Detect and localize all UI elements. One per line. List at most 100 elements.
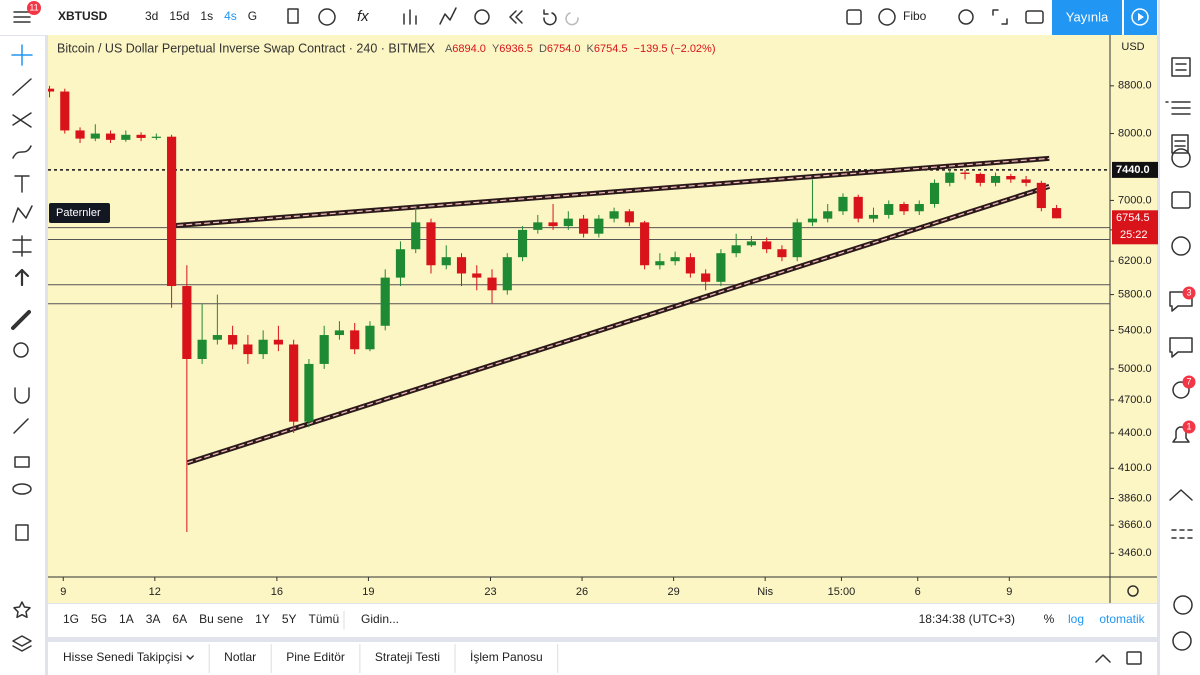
x-tick-label: 12: [149, 586, 161, 598]
candle-body: [1052, 208, 1062, 219]
alerts-icon[interactable]: [1172, 426, 1190, 443]
template-icon[interactable]: [403, 9, 417, 25]
prediction-tool[interactable]: [12, 235, 32, 257]
zoom-tool[interactable]: [13, 342, 29, 358]
broker-icon[interactable]: [1173, 595, 1193, 615]
log-toggle[interactable]: log: [1068, 612, 1084, 626]
range-button[interactable]: 5Y: [282, 612, 297, 626]
dropdown-icon[interactable]: [186, 655, 194, 660]
menu-icon[interactable]: [13, 11, 31, 23]
range-button[interactable]: 6A: [172, 612, 187, 626]
ohlc-key: A: [445, 43, 453, 55]
x-tick-label: 9: [1006, 586, 1012, 598]
candle-body: [563, 218, 573, 227]
cloud-icon[interactable]: [878, 8, 896, 26]
layout-icon[interactable]: [846, 9, 862, 25]
candle-body: [472, 273, 482, 278]
ohlc-value: 6936.5: [499, 43, 533, 55]
collapse-icon[interactable]: [1095, 654, 1111, 663]
settings-icon[interactable]: [958, 9, 974, 25]
range-button[interactable]: 1Y: [255, 612, 270, 626]
ideas-icon[interactable]: [1172, 381, 1190, 399]
fullscreen-icon[interactable]: [992, 9, 1008, 25]
candle-body: [762, 241, 772, 250]
compare-icon[interactable]: [318, 8, 336, 26]
panel-tab[interactable]: Strateji Testi: [375, 650, 440, 664]
interval[interactable]: 4s: [224, 9, 237, 23]
magnet-tool[interactable]: [14, 387, 30, 404]
range-button[interactable]: 1A: [119, 612, 134, 626]
clock[interactable]: 18:34:38 (UTC+3): [919, 612, 1015, 626]
visibility-tool[interactable]: [12, 483, 32, 495]
lock-tool[interactable]: [14, 456, 30, 468]
candle-body: [502, 257, 512, 291]
x-tick-label: 26: [576, 586, 588, 598]
brush-tool[interactable]: [12, 145, 32, 159]
fibo-label[interactable]: Fibo: [903, 9, 927, 23]
panel-tab[interactable]: Hisse Senedi Takipçisi: [63, 650, 182, 664]
calendar-icon[interactable]: [1171, 191, 1191, 209]
maximize-icon[interactable]: [1126, 651, 1142, 665]
currency-label[interactable]: USD: [1121, 41, 1144, 53]
interval[interactable]: 15d: [169, 9, 189, 23]
time-axis: [48, 577, 1157, 603]
clock-icon[interactable]: [1171, 148, 1191, 168]
alert-icon[interactable]: [439, 7, 457, 25]
redo-icon[interactable]: [565, 12, 579, 26]
publish-label[interactable]: Yayınla: [1066, 9, 1109, 24]
alert-price-box: [1112, 161, 1158, 178]
candle-body: [701, 273, 711, 282]
panel-tab[interactable]: Notlar: [224, 650, 256, 664]
undo-icon[interactable]: [543, 9, 557, 26]
replay-icon[interactable]: [474, 9, 490, 25]
panel-tab[interactable]: İşlem Panosu: [470, 650, 543, 664]
snapshot-icon[interactable]: [1025, 10, 1044, 24]
panel-tab[interactable]: Pine Editör: [286, 650, 345, 664]
lock-draw-tool[interactable]: [13, 418, 29, 434]
candle-body: [533, 222, 543, 230]
candle-body: [990, 175, 1001, 183]
auto-toggle[interactable]: otomatik: [1099, 612, 1145, 626]
play-icon: [1138, 13, 1144, 21]
candle-body: [151, 136, 161, 138]
list-icon[interactable]: [1165, 101, 1191, 115]
range-button[interactable]: 1G: [63, 612, 79, 626]
range-button[interactable]: Tümü: [309, 612, 340, 626]
layers-tool[interactable]: [12, 635, 32, 652]
interval[interactable]: 1s: [200, 9, 213, 23]
price-axis: [1110, 35, 1157, 577]
help-icon[interactable]: [1171, 236, 1191, 256]
candle-icon[interactable]: [287, 8, 299, 24]
chat-icon[interactable]: [1169, 337, 1193, 358]
interval[interactable]: 3d: [145, 9, 158, 23]
grid-icon[interactable]: [1171, 529, 1193, 539]
help-icon[interactable]: [1172, 631, 1192, 651]
symbol[interactable]: XBTUSD: [58, 9, 108, 23]
goto-date[interactable]: Gidin...: [361, 612, 399, 626]
axis-settings-icon[interactable]: [1127, 585, 1139, 597]
indicator-icon[interactable]: fx: [357, 8, 369, 25]
interval[interactable]: G: [248, 9, 257, 23]
candle-body: [792, 222, 802, 258]
delete-tool[interactable]: [15, 524, 29, 541]
ohlc-value: 6754.5: [594, 43, 628, 55]
range-button[interactable]: 3A: [146, 612, 161, 626]
fib-tool[interactable]: [12, 112, 32, 128]
range-button[interactable]: Bu sene: [199, 612, 243, 626]
percent-toggle[interactable]: %: [1044, 612, 1055, 626]
ticker-icon[interactable]: [1169, 489, 1193, 501]
tab-group: Hisse Senedi Takipçisi Notlar Pine Editör S…: [63, 644, 559, 673]
favorites-tool[interactable]: [13, 601, 31, 619]
trendline-tool[interactable]: [12, 78, 32, 96]
text-tool[interactable]: [14, 175, 30, 193]
publish-button[interactable]: [1052, 0, 1122, 35]
range-button[interactable]: 5G: [91, 612, 107, 626]
rewind-icon[interactable]: [509, 10, 523, 24]
pattern-tool[interactable]: [12, 205, 33, 223]
watchlist-icon[interactable]: [1171, 57, 1191, 77]
cursor-tool[interactable]: [11, 44, 33, 66]
arrow-tool[interactable]: [14, 268, 30, 287]
candle-body: [777, 249, 787, 258]
ruler-tool[interactable]: [11, 310, 31, 330]
